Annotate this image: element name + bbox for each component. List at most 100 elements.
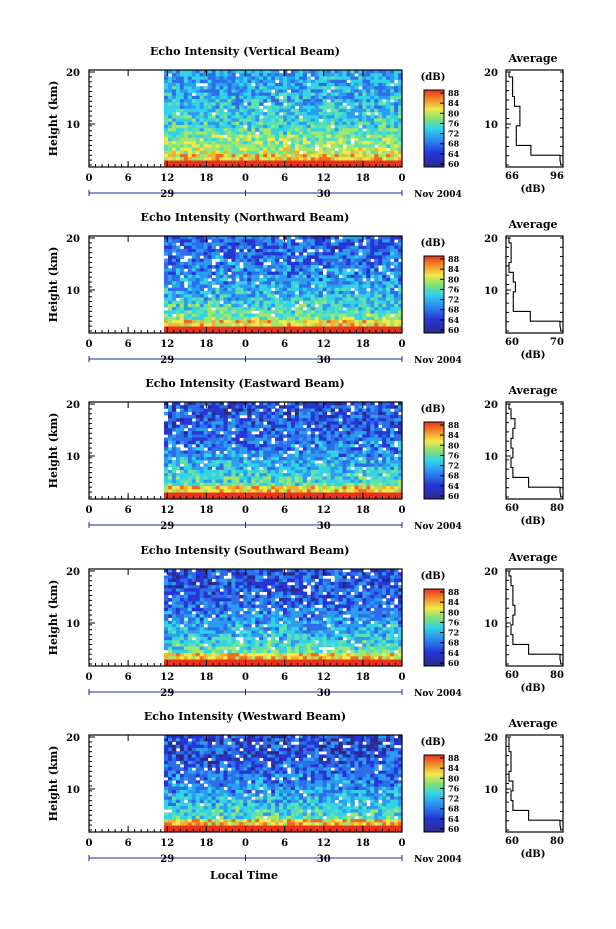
heatmap-cell: [382, 135, 386, 139]
heatmap-cell: [319, 310, 323, 314]
heatmap-cell: [259, 438, 263, 442]
heatmap-cell: [346, 135, 350, 139]
heatmap-cell: [247, 259, 251, 263]
heatmap-cell: [267, 327, 271, 331]
heatmap-cell: [208, 441, 212, 445]
heatmap-cell: [224, 80, 228, 84]
heatmap-cell: [200, 415, 204, 419]
heatmap-cell: [283, 122, 287, 126]
heatmap-cell: [208, 242, 212, 246]
heatmap-cell: [354, 125, 358, 129]
heatmap-cell: [200, 297, 204, 301]
heatmap-cell: [251, 99, 255, 103]
heatmap-cell: [354, 457, 358, 461]
heatmap-cell: [216, 96, 220, 100]
heatmap-cell: [386, 131, 390, 135]
heatmap-cell: [200, 418, 204, 422]
heatmap-cell: [168, 89, 172, 93]
heatmap-cell: [231, 272, 235, 276]
heatmap-cell: [267, 259, 271, 263]
heatmap-cell: [346, 418, 350, 422]
heatmap-cell: [370, 161, 374, 165]
heatmap-cell: [267, 317, 271, 321]
heatmap-cell: [243, 431, 247, 435]
heatmap-cell: [370, 294, 374, 298]
heatmap-cell: [382, 272, 386, 276]
heatmap-cell: [275, 148, 279, 152]
heatmap-cell: [311, 99, 315, 103]
heatmap-cell: [275, 327, 279, 331]
heatmap-cell: [307, 291, 311, 295]
heatmap-cell: [315, 255, 319, 259]
heatmap-cell: [307, 405, 311, 409]
heatmap-cell: [188, 106, 192, 110]
heatmap-cell: [275, 76, 279, 80]
heatmap-cell: [386, 431, 390, 435]
heatmap-cell: [180, 278, 184, 282]
heatmap-cell: [295, 285, 299, 289]
heatmap-cell: [184, 246, 188, 250]
heatmap-cell: [335, 115, 339, 119]
heatmap-cell: [315, 301, 319, 305]
heatmap-cell: [224, 310, 228, 314]
heatmap-cell: [335, 262, 339, 266]
heatmap-cell: [168, 83, 172, 87]
heatmap-cell: [275, 125, 279, 129]
heatmap-cell: [192, 86, 196, 90]
heatmap-cell: [235, 441, 239, 445]
heatmap-cell: [366, 310, 370, 314]
heatmap: [164, 70, 402, 167]
heatmap-cell: [263, 255, 267, 259]
heatmap-cell: [307, 144, 311, 148]
heatmap-cell: [374, 434, 378, 438]
heatmap-cell: [311, 151, 315, 155]
heatmap-cell: [168, 122, 172, 126]
heatmap-cell: [299, 444, 303, 448]
heatmap-cell: [343, 161, 347, 165]
x-tick-label: 12: [317, 173, 331, 184]
heatmap-cell: [386, 112, 390, 116]
heatmap-cell: [295, 122, 299, 126]
heatmap-cell: [354, 106, 358, 110]
heatmap-cell: [378, 119, 382, 123]
heatmap-cell: [188, 131, 192, 135]
heatmap-cell: [307, 434, 311, 438]
heatmap-cell: [176, 327, 180, 331]
heatmap-cell: [299, 412, 303, 416]
heatmap-cell: [394, 431, 398, 435]
heatmap-cell: [350, 93, 354, 97]
heatmap-cell: [343, 288, 347, 292]
heatmap-cell: [319, 281, 323, 285]
heatmap-cell: [307, 281, 311, 285]
heatmap-cell: [220, 428, 224, 432]
heatmap-cell: [307, 89, 311, 93]
heatmap-cell: [239, 434, 243, 438]
heatmap-cell: [204, 109, 208, 113]
heatmap-cell: [168, 454, 172, 458]
heatmap-cell: [339, 307, 343, 311]
heatmap-cell: [382, 119, 386, 123]
heatmap-cell: [227, 415, 231, 419]
heatmap-cell: [235, 451, 239, 455]
heatmap-cell: [212, 96, 216, 100]
heatmap-cell: [168, 323, 172, 327]
heatmap-cell: [172, 418, 176, 422]
heatmap-cell: [216, 99, 220, 103]
heatmap-cell: [168, 307, 172, 311]
heatmap-cell: [366, 327, 370, 331]
heatmap-cell: [335, 323, 339, 327]
heatmap-cell: [370, 438, 374, 442]
heatmap-cell: [362, 89, 366, 93]
heatmap-cell: [394, 470, 398, 474]
heatmap-cell: [279, 89, 283, 93]
heatmap-cell: [382, 144, 386, 148]
heatmap-cell: [382, 252, 386, 256]
heatmap-cell: [235, 242, 239, 246]
heatmap-cell: [180, 285, 184, 289]
heatmap-cell: [335, 272, 339, 276]
heatmap-cell: [335, 154, 339, 158]
heatmap-cell: [331, 418, 335, 422]
heatmap-cell: [346, 96, 350, 100]
heatmap-cell: [319, 112, 323, 116]
heatmap-cell: [235, 470, 239, 474]
